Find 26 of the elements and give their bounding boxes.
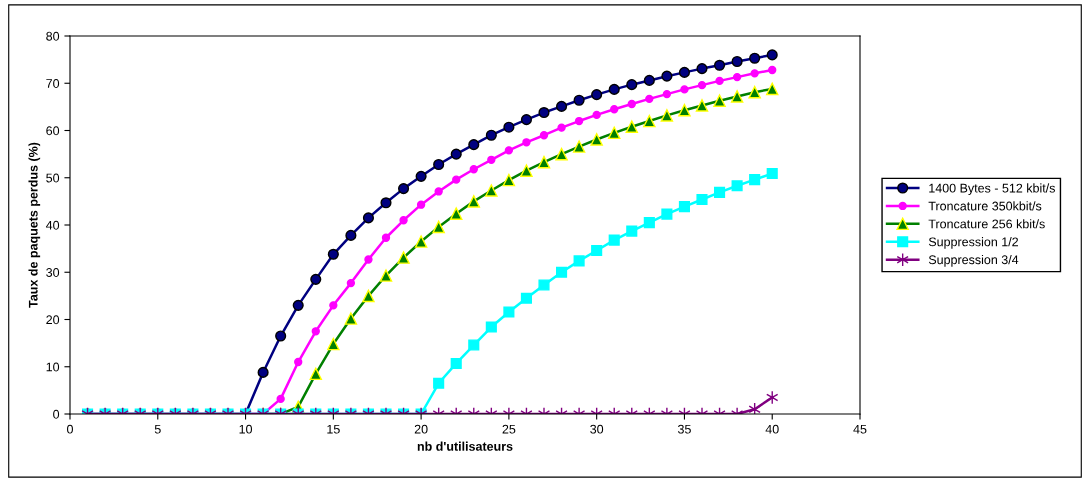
y-tick-label: 50: [46, 173, 60, 183]
x-tick-label: 10: [239, 424, 253, 434]
x-tick-label: 45: [853, 424, 867, 434]
y-tick-label: 80: [46, 31, 60, 41]
y-tick-label: 20: [46, 315, 60, 325]
x-tick-label: 5: [154, 424, 161, 434]
y-tick-label: 60: [46, 126, 60, 136]
legend-label: Suppression 3/4: [928, 254, 1019, 267]
x-tick-label: 30: [590, 424, 604, 434]
legend-label: Suppression 1/2: [928, 237, 1019, 249]
y-tick-label: 70: [46, 79, 60, 88]
x-tick-label: 15: [327, 424, 340, 434]
x-tick-label: 40: [765, 424, 779, 434]
x-tick-label: 20: [414, 424, 428, 434]
legend-label: 1400 Bytes - 512 kbit/s: [929, 183, 1055, 196]
x-tick-label: 25: [502, 424, 516, 434]
x-tick-label: 35: [677, 424, 691, 434]
y-tick-label: 30: [46, 268, 60, 277]
x-tick-label: 0: [67, 424, 73, 434]
y-tick-label: 0: [53, 409, 60, 419]
legend-label: Troncature 350kbit/s: [928, 201, 1042, 211]
x-axis-title: nb d'utilisateurs: [417, 441, 513, 451]
y-tick-label: 40: [45, 220, 60, 230]
legend-label: Troncature 256 kbit/s: [928, 219, 1045, 229]
y-tick-label: 10: [46, 362, 60, 372]
y-axis-title: Taux de paquets perdus (%): [28, 142, 41, 308]
